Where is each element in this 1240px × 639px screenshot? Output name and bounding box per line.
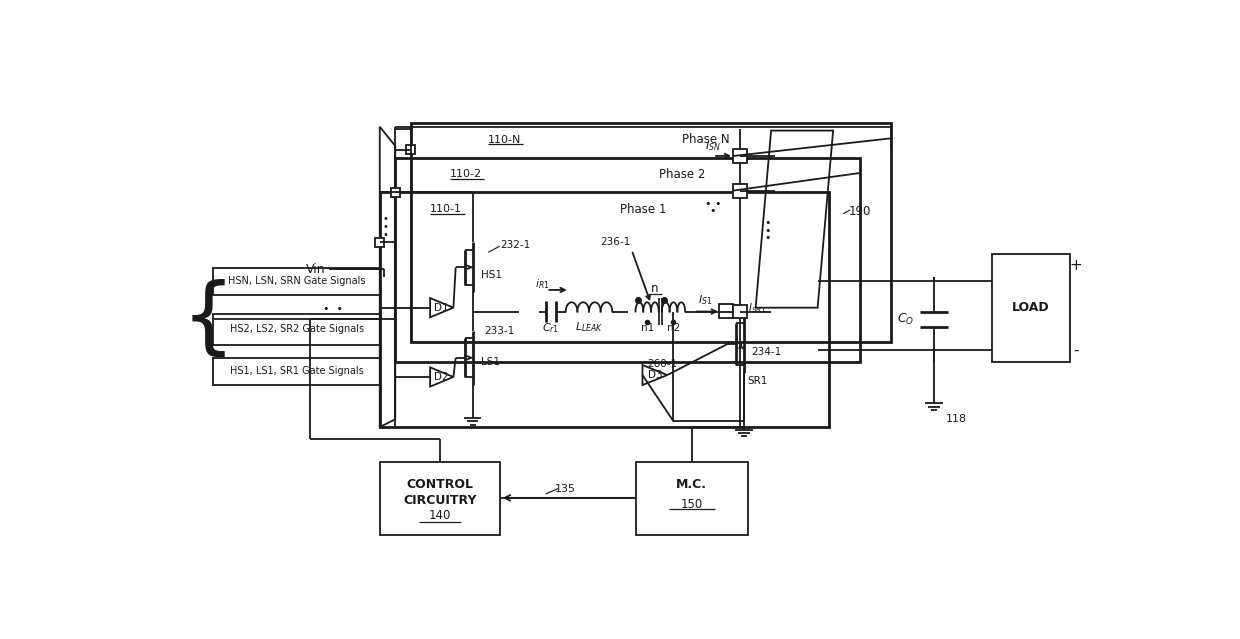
Text: •: • [382,229,388,240]
Text: $I_{SN}$: $I_{SN}$ [704,139,720,153]
Text: 190: 190 [848,205,870,218]
Text: n1: n1 [641,323,653,334]
Text: Phase N: Phase N [682,134,729,146]
Text: •: • [382,222,388,232]
Text: 233-1: 233-1 [485,326,515,335]
Text: 110-N: 110-N [489,135,522,145]
Bar [410,123,892,343]
Text: HS1: HS1 [481,270,501,281]
Text: D1: D1 [434,303,449,312]
Text: •: • [709,206,717,217]
Bar [635,462,748,535]
Bar [733,183,746,197]
Bar [391,188,399,197]
Text: HS2, LS2, SR2 Gate Signals: HS2, LS2, SR2 Gate Signals [229,324,363,334]
Text: Vin: Vin [306,263,325,275]
Text: -: - [1073,343,1079,358]
Text: 140: 140 [429,509,451,522]
Text: •: • [764,233,770,243]
Text: 236-1: 236-1 [600,237,631,247]
Text: 110-2: 110-2 [449,169,481,180]
Text: 150: 150 [681,498,703,511]
Bar [407,145,415,155]
Bar [379,462,500,535]
Text: HS1, LS1, SR1 Gate Signals: HS1, LS1, SR1 Gate Signals [229,366,363,376]
Text: 232-1: 232-1 [500,240,531,250]
Text: 234-1: 234-1 [751,347,782,357]
Text: LOAD: LOAD [1012,301,1049,314]
Text: 260-1: 260-1 [647,358,677,369]
Text: n: n [651,282,658,295]
Text: $C_{r1}$: $C_{r1}$ [542,321,559,335]
Text: $C_O$: $C_O$ [898,312,915,327]
Bar [396,158,861,362]
Text: •: • [764,218,770,228]
Text: •: • [382,214,388,224]
Text: Phase 1: Phase 1 [620,203,666,215]
Text: M.C.: M.C. [676,478,707,491]
Text: Phase 2: Phase 2 [658,168,706,181]
Bar [213,358,379,385]
Text: • •: • • [704,199,722,209]
Bar [379,192,830,427]
Bar [213,314,379,344]
Text: D3: D3 [647,370,662,380]
Bar [719,304,733,318]
Text: D2: D2 [434,372,449,382]
Text: 118: 118 [945,414,967,424]
Text: $L_{LEAK}$: $L_{LEAK}$ [575,320,603,334]
Text: $I_{SR1}$: $I_{SR1}$ [748,301,766,314]
Text: 135: 135 [556,484,577,494]
Bar [213,268,379,295]
Bar [733,149,746,163]
Text: SR1: SR1 [748,376,769,386]
Text: $i_{R1}$: $i_{R1}$ [536,278,549,291]
Bar [992,254,1069,362]
Text: CIRCUITRY: CIRCUITRY [403,494,476,507]
Text: HSN, LSN, SRN Gate Signals: HSN, LSN, SRN Gate Signals [228,276,366,286]
Bar [374,238,384,247]
Text: $I_{S1}$: $I_{S1}$ [697,293,712,307]
Text: LS1: LS1 [481,357,500,367]
Text: •  •: • • [324,304,343,314]
Text: CONTROL: CONTROL [407,478,474,491]
Text: n2: n2 [667,323,680,334]
Text: •: • [764,226,770,236]
Text: +: + [1069,258,1083,273]
Text: 110-1: 110-1 [430,204,463,214]
Text: {: { [181,279,234,360]
Bar [733,305,746,318]
